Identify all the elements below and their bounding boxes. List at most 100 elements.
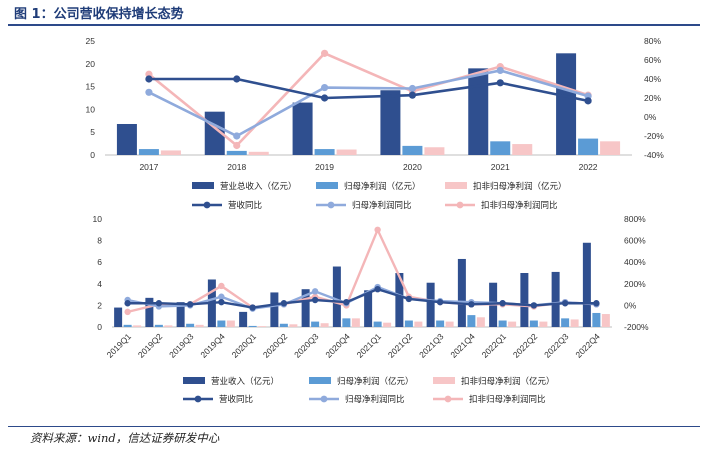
bar-revenue [457,258,466,327]
line-marker [436,298,444,306]
bar-revenue [292,102,313,155]
line-marker [374,226,381,233]
legend-swatch [309,377,331,384]
line-net-profit-deducted-yoy [148,51,589,148]
x-axis-tick: 2022 [579,162,598,172]
bar-revenue [176,302,185,327]
legend-swatch [433,377,455,384]
bar-net-profit-deducted [351,318,360,327]
bar-net-profit-deducted [289,324,298,327]
bar-net-profit [592,312,601,327]
x-axis-tick: 2021Q1 [355,331,384,360]
bar-net-profit-deducted [424,147,445,155]
line-marker [593,300,600,307]
line-marker [468,301,475,308]
line-marker [374,286,381,293]
x-axis-tick: 2022Q2 [511,331,540,360]
title-rule [8,24,700,26]
bar-net-profit [402,145,423,155]
x-axis-tick: 2019Q1 [105,331,134,360]
right-axis-tick: 800% [624,214,646,224]
bar-net-profit [467,315,476,327]
right-axis-tick: 400% [624,257,646,267]
line-marker [145,75,153,83]
bar-net-profit-deducted [195,324,204,327]
bar-net-profit [123,324,132,327]
legend-marker [327,201,335,209]
bar-net-profit [226,150,247,155]
line-marker [496,66,504,75]
right-axis-tick: -20% [644,131,664,141]
bar-revenue [116,123,137,155]
legend-label: 归母净利润同比 [352,200,412,211]
legend-marker [456,201,464,209]
line-marker [233,75,241,83]
line-marker [499,300,506,307]
line-marker [124,308,131,316]
left-axis-tick: 20 [86,59,96,69]
legend-label: 扣非归母净利润（亿元） [473,181,567,192]
bar-revenue [270,292,279,327]
x-axis-tick: 2019 [315,162,334,172]
bar-net-profit-deducted [476,317,485,327]
line-marker [218,282,225,290]
legend-swatch [316,182,338,189]
legend-marker [194,395,202,403]
bar-net-profit [498,320,507,327]
right-axis-tick: 80% [644,36,661,46]
left-axis-tick: 10 [86,104,96,114]
line-marker [145,88,153,96]
bar-net-profit [138,149,159,155]
bar-net-profit-deducted [600,141,621,155]
x-axis-tick: 2020Q2 [261,331,290,360]
x-axis-tick: 2018 [227,162,246,172]
line-marker [249,304,256,311]
right-axis-tick: 40% [644,74,661,84]
x-axis-tick: 2021Q2 [386,331,415,360]
legend-label: 营收同比 [219,394,253,405]
bar-revenue [380,90,401,155]
legend-swatch [445,182,467,189]
line-marker [561,300,569,307]
bar-net-profit [404,320,413,327]
bar-net-profit [154,324,163,327]
bar-net-profit-deducted [258,326,267,327]
bar-net-profit-deducted [383,322,392,327]
left-axis-tick: 0 [90,150,95,160]
bar-net-profit-deducted [445,321,454,327]
legend-swatch [192,182,214,189]
left-axis-tick: 15 [86,82,96,92]
x-axis-tick: 2022Q4 [573,331,602,360]
bar-net-profit [279,323,288,327]
x-axis-tick: 2019Q3 [167,331,196,360]
legend-label: 扣非归母净利润同比 [469,394,546,405]
line-marker [343,298,350,306]
left-axis-tick: 0 [97,322,102,332]
left-axis-tick: 8 [97,236,102,246]
x-axis-tick: 2020Q3 [292,331,321,360]
line-marker [186,301,194,308]
legend-label: 扣非归母净利润（亿元） [461,376,555,387]
x-axis-tick: 2019Q4 [198,331,227,360]
bar-net-profit [314,149,335,155]
figure-title: 图 1：公司营收保持增长态势 [14,7,184,22]
bar-net-profit-deducted [414,321,423,327]
right-axis-tick: 60% [644,55,661,65]
legend-swatch [183,377,205,384]
source-note: 资料来源：wind，信达证券研发中心 [30,431,220,445]
left-axis-tick: 10 [93,214,103,224]
line-marker [218,298,225,306]
bar-net-profit-deducted [570,319,579,327]
legend-label: 扣非归母净利润同比 [481,200,558,211]
line-marker [280,300,288,307]
line-marker [124,300,131,307]
x-axis-tick: 2022Q3 [542,331,571,360]
right-axis-tick: 200% [624,279,646,289]
bar-net-profit [373,321,382,327]
bar-net-profit [311,321,320,327]
bar-net-profit [342,318,351,327]
bar-revenue [520,273,529,327]
bar-net-profit-deducted [336,149,357,155]
line-marker [320,49,329,57]
line-marker [408,84,417,93]
